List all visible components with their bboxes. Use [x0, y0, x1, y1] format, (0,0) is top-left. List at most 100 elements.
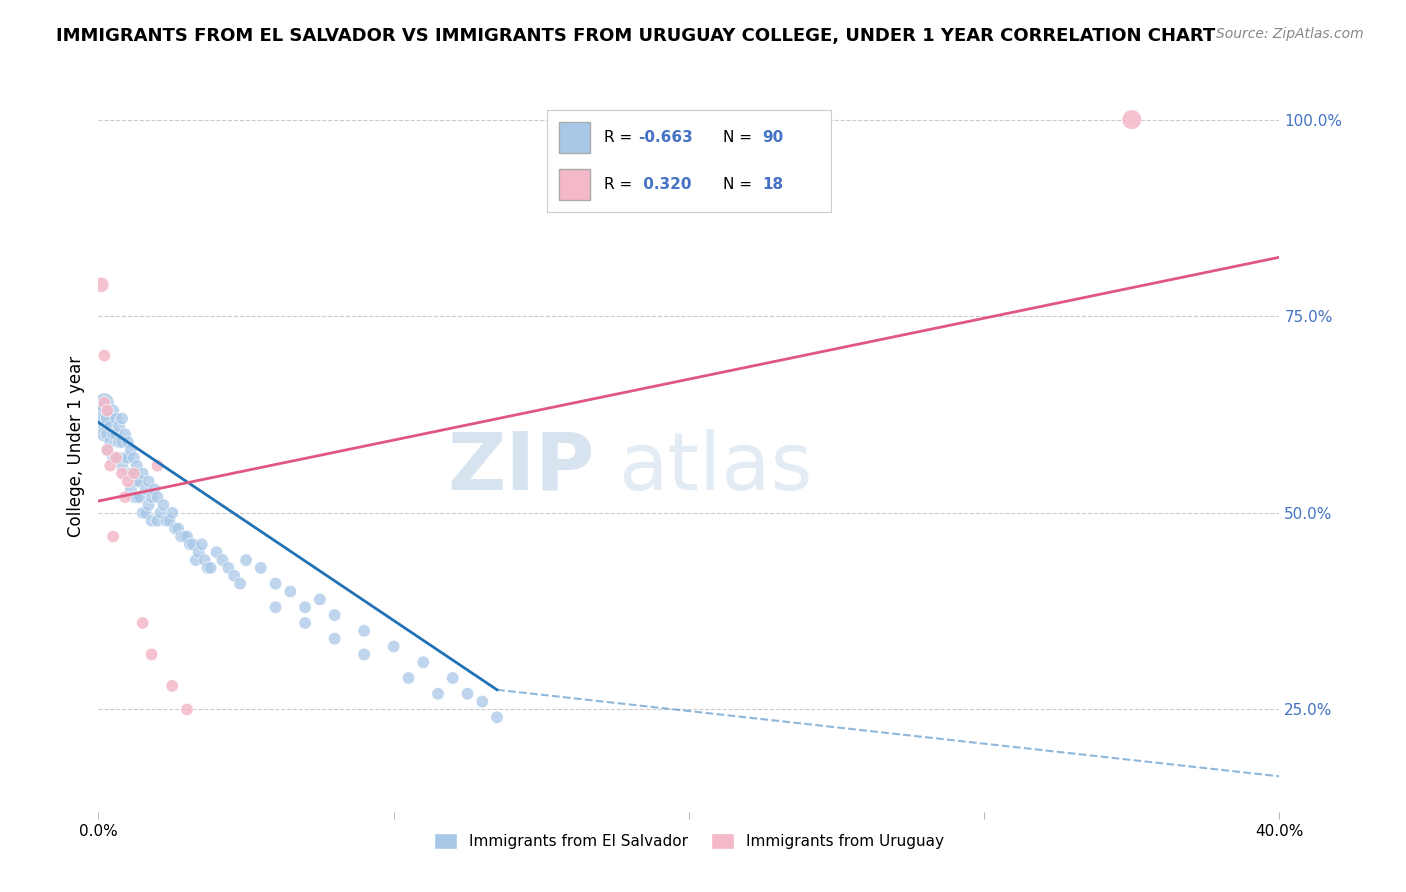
- Point: [181, 537, 204, 551]
- Point: [96, 442, 118, 457]
- Point: [105, 450, 128, 465]
- Point: [125, 475, 148, 489]
- Point: [138, 475, 160, 489]
- Point: [224, 568, 246, 582]
- Point: [103, 403, 125, 417]
- Point: [114, 450, 136, 465]
- Point: [120, 467, 142, 481]
- Point: [117, 450, 139, 465]
- Point: [105, 427, 128, 442]
- Text: Source: ZipAtlas.com: Source: ZipAtlas.com: [1216, 27, 1364, 41]
- Point: [146, 514, 169, 528]
- Point: [125, 490, 148, 504]
- Point: [170, 529, 193, 543]
- Point: [162, 679, 183, 693]
- Point: [264, 576, 287, 591]
- Point: [93, 396, 115, 410]
- Point: [117, 435, 139, 450]
- Point: [309, 592, 332, 607]
- Point: [114, 490, 136, 504]
- Point: [176, 529, 198, 543]
- Point: [117, 475, 139, 489]
- Point: [250, 561, 273, 575]
- Point: [114, 427, 136, 442]
- Text: atlas: atlas: [619, 429, 813, 507]
- Point: [184, 553, 207, 567]
- Point: [179, 537, 201, 551]
- Point: [141, 648, 163, 662]
- Point: [111, 435, 134, 450]
- Point: [98, 458, 121, 473]
- Point: [96, 411, 118, 425]
- Point: [200, 561, 222, 575]
- Point: [441, 671, 464, 685]
- Point: [353, 648, 375, 662]
- Point: [1121, 112, 1143, 127]
- Point: [155, 514, 177, 528]
- Point: [108, 450, 131, 465]
- Point: [167, 522, 190, 536]
- Point: [132, 615, 155, 630]
- Point: [117, 467, 139, 481]
- Point: [93, 349, 115, 363]
- Point: [132, 467, 155, 481]
- Point: [111, 411, 134, 425]
- Point: [412, 655, 434, 669]
- Point: [93, 396, 115, 410]
- Point: [457, 687, 479, 701]
- Point: [162, 506, 183, 520]
- Point: [280, 584, 302, 599]
- Point: [294, 600, 316, 615]
- Point: [105, 450, 128, 465]
- Point: [471, 695, 494, 709]
- Point: [128, 490, 150, 504]
- Point: [138, 498, 160, 512]
- Text: IMMIGRANTS FROM EL SALVADOR VS IMMIGRANTS FROM URUGUAY COLLEGE, UNDER 1 YEAR COR: IMMIGRANTS FROM EL SALVADOR VS IMMIGRANT…: [56, 27, 1216, 45]
- Point: [122, 467, 145, 481]
- Point: [187, 545, 209, 559]
- Point: [90, 411, 112, 425]
- Point: [111, 458, 134, 473]
- Point: [141, 490, 163, 504]
- Point: [152, 498, 174, 512]
- Point: [382, 640, 405, 654]
- Point: [103, 450, 125, 465]
- Point: [217, 561, 239, 575]
- Point: [294, 615, 316, 630]
- Point: [108, 419, 131, 434]
- Point: [103, 427, 125, 442]
- Point: [103, 529, 125, 543]
- Point: [122, 450, 145, 465]
- Point: [120, 442, 142, 457]
- Point: [197, 561, 219, 575]
- Point: [120, 482, 142, 496]
- Point: [135, 506, 157, 520]
- Point: [98, 435, 121, 450]
- Point: [173, 529, 195, 543]
- Point: [108, 435, 131, 450]
- Point: [143, 482, 166, 496]
- Point: [176, 702, 198, 716]
- Point: [149, 506, 172, 520]
- Point: [90, 277, 112, 292]
- Point: [191, 537, 214, 551]
- Point: [229, 576, 252, 591]
- Point: [398, 671, 420, 685]
- Point: [128, 475, 150, 489]
- Point: [125, 458, 148, 473]
- Point: [146, 458, 169, 473]
- Point: [205, 545, 228, 559]
- Point: [146, 490, 169, 504]
- Point: [353, 624, 375, 638]
- Point: [235, 553, 257, 567]
- Point: [194, 553, 217, 567]
- Point: [141, 514, 163, 528]
- Text: ZIP: ZIP: [447, 429, 595, 507]
- Point: [105, 411, 128, 425]
- Point: [98, 419, 121, 434]
- Point: [323, 632, 346, 646]
- Point: [323, 608, 346, 623]
- Point: [135, 482, 157, 496]
- Point: [211, 553, 233, 567]
- Point: [96, 403, 118, 417]
